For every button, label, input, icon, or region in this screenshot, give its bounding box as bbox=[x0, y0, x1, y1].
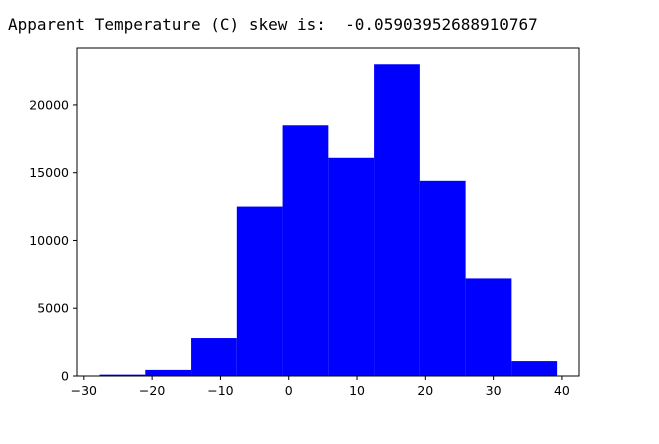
output-prefix: Apparent Temperature (C) skew is: bbox=[8, 15, 326, 34]
y-tick-label: 5000 bbox=[37, 301, 69, 316]
skew-value: -0.05903952688910767 bbox=[345, 15, 538, 34]
histogram-bar bbox=[465, 278, 512, 376]
x-tick-label: −20 bbox=[139, 383, 165, 398]
y-axis-ticks: 0 5000 10000 15000 20000 bbox=[29, 97, 77, 384]
x-tick-label: 20 bbox=[417, 383, 433, 398]
histogram-bar bbox=[419, 180, 466, 376]
cell-output-text: Apparent Temperature (C) skew is: -0.059… bbox=[8, 15, 538, 34]
x-tick-label: −30 bbox=[71, 383, 97, 398]
histogram-bar bbox=[328, 157, 375, 376]
histogram-bar bbox=[99, 374, 146, 376]
x-tick-label: 0 bbox=[285, 383, 293, 398]
histogram-bar bbox=[145, 369, 192, 376]
histogram-bar bbox=[236, 206, 283, 376]
y-tick-label: 10000 bbox=[29, 233, 69, 248]
histogram-bar bbox=[282, 125, 329, 376]
y-tick-label: 15000 bbox=[29, 165, 69, 180]
histogram-bars bbox=[99, 64, 558, 376]
histogram-bar bbox=[191, 338, 237, 376]
plot-frame bbox=[76, 47, 580, 377]
x-tick-label: −10 bbox=[207, 383, 233, 398]
y-tick-label: 0 bbox=[61, 369, 69, 384]
x-axis-ticks: −30 −20 −10 0 10 20 30 40 bbox=[71, 376, 570, 398]
y-tick-label: 20000 bbox=[29, 97, 69, 112]
histogram-bar bbox=[511, 361, 558, 376]
x-tick-label: 10 bbox=[349, 383, 365, 398]
x-tick-label: 40 bbox=[554, 383, 570, 398]
histogram-bar bbox=[374, 64, 420, 376]
x-tick-label: 30 bbox=[486, 383, 502, 398]
